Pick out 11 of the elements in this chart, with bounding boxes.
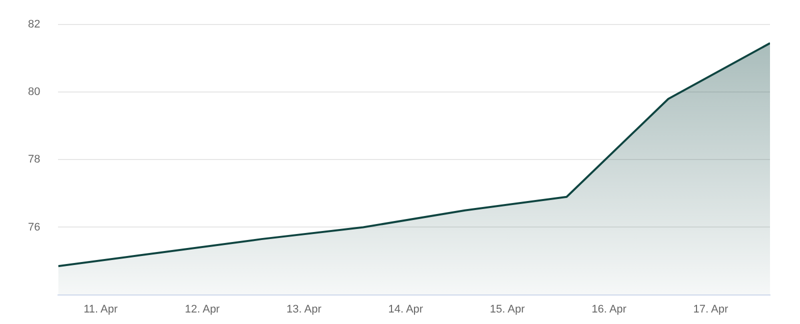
x-tick-label: 12. Apr xyxy=(184,303,220,316)
x-tick-label: 17. Apr xyxy=(693,303,728,316)
x-tick-label: 11. Apr xyxy=(84,303,118,316)
x-tick-label: 14. Apr xyxy=(388,303,424,316)
y-tick-label: 80 xyxy=(28,86,40,98)
y-tick-label: 78 xyxy=(28,154,40,166)
x-tick-label: 16. Apr xyxy=(592,303,627,316)
y-tick-label: 76 xyxy=(28,221,40,234)
y-tick-label: 82 xyxy=(28,18,40,31)
x-tick-label: 13. Apr xyxy=(286,303,322,316)
x-tick-label: 15. Apr xyxy=(490,303,526,316)
